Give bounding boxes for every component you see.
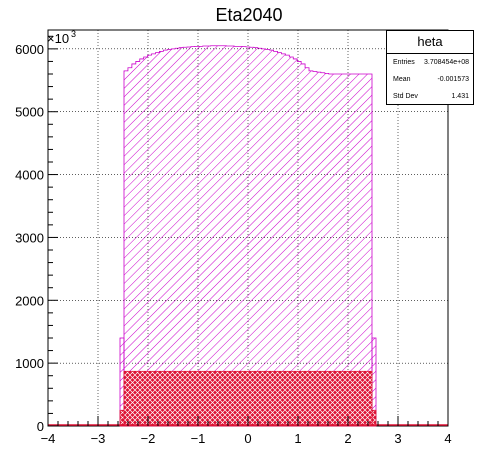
x-tick-label: 3 <box>394 431 401 446</box>
stats-label-entries: Entries <box>393 59 415 66</box>
chart-title: Eta2040 <box>215 5 283 25</box>
y-exponent-power: 3 <box>71 29 76 39</box>
y-tick-label: 4000 <box>15 168 44 183</box>
x-tick-label: 1 <box>294 431 301 446</box>
stats-label-stddev: Std Dev <box>393 93 418 100</box>
y-tick-label: 1000 <box>15 356 44 371</box>
x-tick-label: −1 <box>191 431 206 446</box>
y-tick-label: 6000 <box>15 42 44 57</box>
stats-value-mean: -0.001573 <box>437 76 469 83</box>
y-tick-label: 0 <box>37 419 44 434</box>
stats-row-entries: Entries 3.708454e+08 <box>387 54 473 71</box>
y-tick-label: 3000 <box>15 230 44 245</box>
heta-histogram <box>123 45 373 427</box>
x-tick-label: −2 <box>141 431 156 446</box>
x-tick-label: −4 <box>41 431 56 446</box>
stats-row-stddev: Std Dev 1.431 <box>387 88 473 105</box>
stats-row-mean: Mean -0.001573 <box>387 71 473 88</box>
x-tick-label: −3 <box>91 431 106 446</box>
stats-value-entries: 3.708454e+08 <box>424 59 469 66</box>
stats-value-stddev: 1.431 <box>451 93 469 100</box>
stats-title: heta <box>387 31 473 54</box>
x-tick-label: 0 <box>244 431 251 446</box>
x-tick-label: 2 <box>344 431 351 446</box>
y-tick-label: 2000 <box>15 293 44 308</box>
x-tick-label: 4 <box>444 431 451 446</box>
stats-box: heta Entries 3.708454e+08 Mean -0.001573… <box>386 30 474 105</box>
stats-label-mean: Mean <box>393 76 411 83</box>
red-edge-bin <box>371 409 377 427</box>
y-exponent-label: ×10 <box>47 31 69 46</box>
y-tick-label: 5000 <box>15 105 44 120</box>
red-edge-bin <box>119 409 125 427</box>
